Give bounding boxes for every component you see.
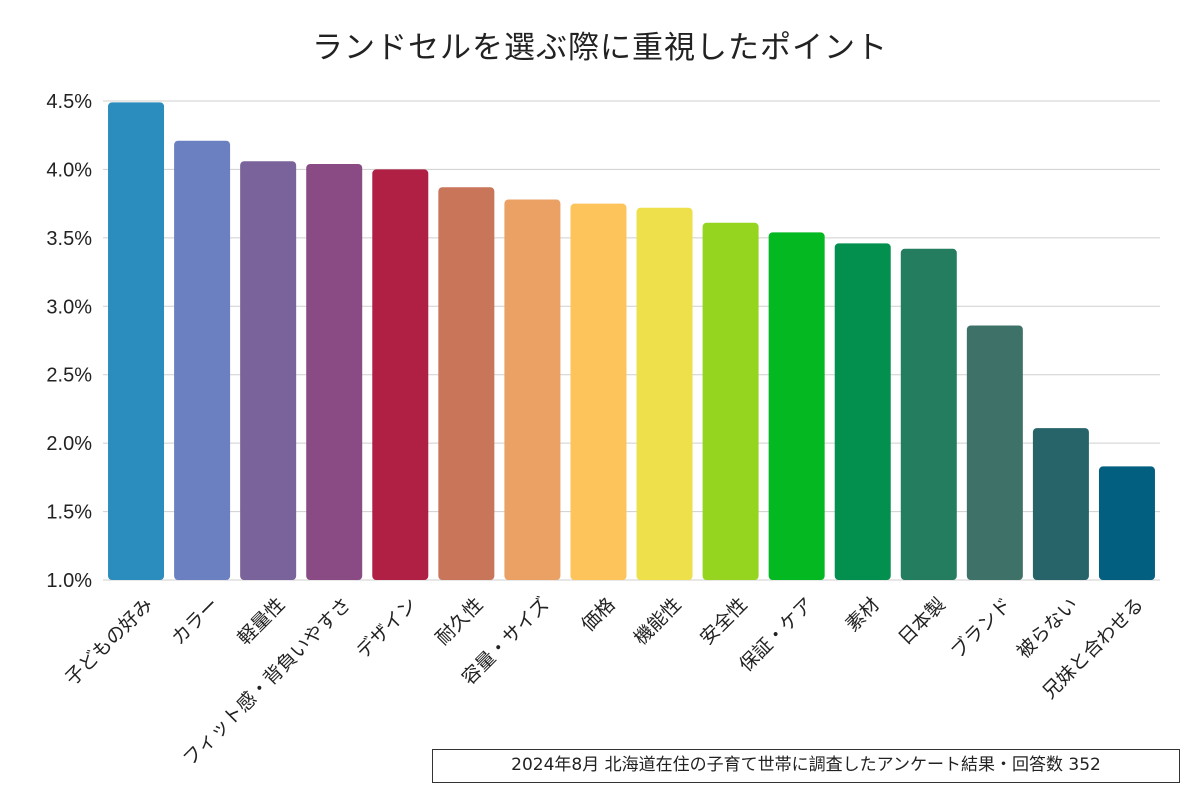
y-tick-label: 2.0%: [46, 433, 92, 455]
bar: [834, 243, 891, 580]
bar: [900, 248, 957, 580]
bar: [768, 232, 825, 580]
x-tick-label: 被らない: [1013, 594, 1082, 663]
footnote: 2024年8月 北海道在住の子育て世帯に調査したアンケート結果・回答数 352: [432, 749, 1180, 783]
bar: [438, 187, 495, 580]
y-tick-label: 1.0%: [46, 570, 92, 592]
bar: [372, 169, 429, 580]
x-tick-label: 子どもの好み: [61, 594, 157, 690]
x-tick-label: カラー: [167, 594, 223, 650]
bar: [108, 102, 165, 581]
y-tick-label: 2.5%: [46, 365, 92, 387]
bars: [108, 102, 1155, 581]
bar: [1098, 466, 1155, 580]
bar: [1032, 428, 1089, 580]
bar: [966, 325, 1023, 580]
x-axis-ticks: 子どもの好み カラー 軽量性フィット感・背負いやすさデザイン 耐久性容量・サイズ 価格機…: [61, 593, 1148, 770]
bar: [636, 207, 693, 580]
bar: [306, 163, 363, 580]
x-tick-label: デザイン: [352, 594, 421, 663]
bar: [240, 161, 297, 580]
x-tick-label: 素材: [841, 594, 883, 636]
y-tick-label: 3.0%: [46, 296, 92, 318]
y-axis-ticks: 1.0% 1.5% 2.0% 2.5% 3.0% 3.5% 4.0% 4.5%: [46, 91, 92, 592]
x-tick-label: 安全性: [696, 594, 752, 650]
x-tick-label: 耐久性: [432, 594, 488, 650]
bar: [174, 140, 231, 580]
x-tick-label: 機能性: [630, 594, 686, 650]
y-tick-label: 3.5%: [46, 228, 92, 250]
y-tick-label: 4.5%: [46, 91, 92, 113]
bar: [504, 199, 561, 580]
x-tick-label: ブランド: [946, 593, 1016, 663]
x-tick-label: 価格: [577, 594, 619, 636]
bar: [702, 222, 759, 580]
x-tick-label: 軽量性: [233, 594, 289, 650]
x-tick-label: 日本製: [894, 594, 950, 650]
y-tick-label: 4.0%: [46, 159, 92, 181]
y-tick-label: 1.5%: [46, 502, 92, 524]
chart-title: ランドセルを選ぶ際に重視したポイント: [312, 30, 888, 66]
bar: [570, 203, 627, 580]
